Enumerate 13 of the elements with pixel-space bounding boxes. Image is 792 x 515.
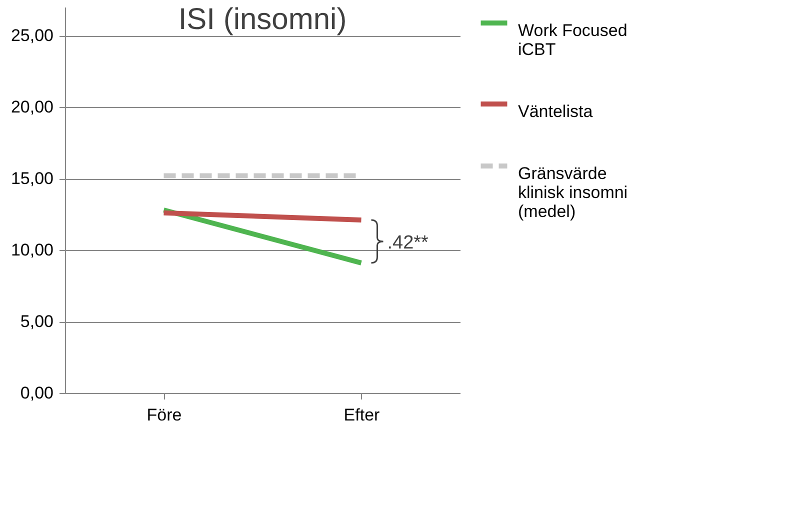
y-tick-label: 15,00 xyxy=(10,169,54,188)
annotation: .42** xyxy=(387,232,430,254)
legend-label: Work Focused iCBT xyxy=(518,21,628,59)
x-tick-label: Efter xyxy=(344,406,380,424)
x-tick-label: Före xyxy=(146,406,182,424)
y-tick-label: 25,00 xyxy=(10,26,54,46)
legend-label: Gränsvärde klinisk insomni (medel) xyxy=(518,164,628,221)
y-tick-label: 20,00 xyxy=(10,98,54,117)
y-tick-label: 5,00 xyxy=(20,312,54,332)
legend-label: Väntelista xyxy=(518,102,594,121)
y-tick-label: 0,00 xyxy=(20,384,54,402)
chart-title: ISI (insomni) xyxy=(178,3,347,36)
y-tick-label: 10,00 xyxy=(10,240,54,260)
